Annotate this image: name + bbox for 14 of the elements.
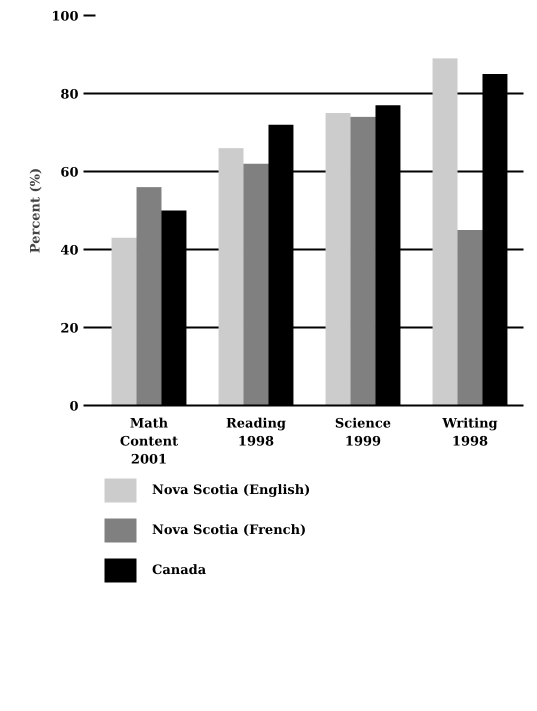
- y-tick-label: 20: [60, 322, 79, 336]
- y-tick-label: 100: [51, 10, 79, 24]
- y-axis-title: Percent (%): [28, 168, 44, 254]
- legend-label: Canada: [152, 562, 206, 578]
- x-tick-label: Science 1999: [334, 416, 392, 450]
- legend-label: Nova Scotia (French): [152, 522, 306, 538]
- y-tick-label: 40: [60, 244, 79, 258]
- y-tick-label: 0: [69, 400, 78, 414]
- x-tick-label: Reading 1998: [226, 416, 286, 450]
- y-tick-label: 60: [60, 166, 79, 180]
- x-tick-label: Math Content 2001: [120, 416, 178, 468]
- legend-label: Nova Scotia (English): [152, 482, 310, 498]
- x-tick-label: Writing 1998: [441, 416, 498, 450]
- y-tick-label: 80: [60, 88, 79, 102]
